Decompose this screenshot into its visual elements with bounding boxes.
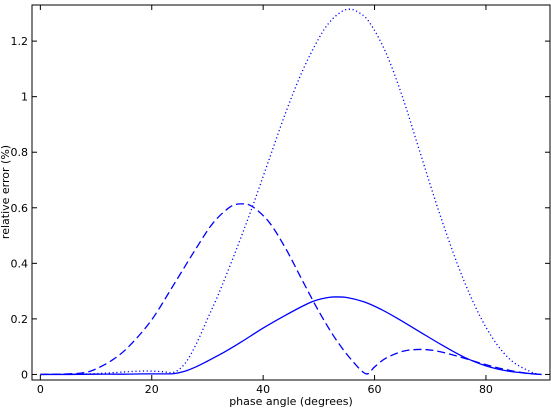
y-tick-label: 0 <box>21 368 28 381</box>
series-line-solid <box>40 296 542 376</box>
x-tick-label: 80 <box>479 383 493 396</box>
y-tick-label: 0.4 <box>11 257 29 270</box>
plot-area <box>31 4 551 381</box>
x-tick-label: 0 <box>37 383 44 396</box>
y-tick-label: 0.2 <box>11 313 29 326</box>
y-tick-label: 0.8 <box>11 146 29 159</box>
x-tick-label: 60 <box>368 383 382 396</box>
y-tick-label: 0.6 <box>11 202 29 215</box>
y-axis-label: relative error (%) <box>0 145 12 239</box>
ticks-layer: 0 20 40 60 80 0 0.2 0.4 0.6 0.8 1 1.2 <box>11 5 550 396</box>
series-line-dashed <box>40 203 542 376</box>
series-layer <box>40 8 542 376</box>
x-tick-label: 40 <box>256 383 270 396</box>
y-tick-label: 1.2 <box>11 35 29 48</box>
x-axis-label: phase angle (degrees) <box>229 395 353 408</box>
y-tick-label: 1 <box>21 91 28 104</box>
x-tick-label: 20 <box>145 383 159 396</box>
